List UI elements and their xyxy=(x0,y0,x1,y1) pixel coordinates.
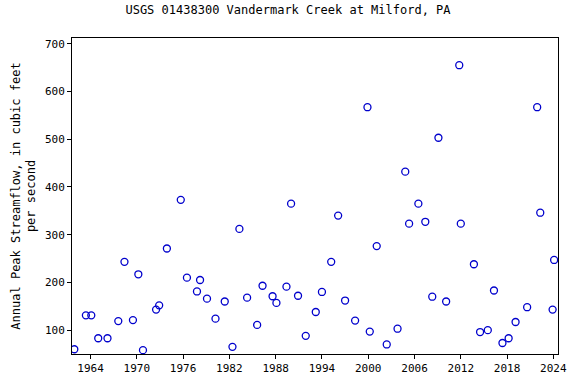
svg-text:2006: 2006 xyxy=(401,362,428,375)
svg-text:USGS 01438300 Vandermark Creek: USGS 01438300 Vandermark Creek at Milfor… xyxy=(125,3,451,17)
svg-text:200: 200 xyxy=(45,276,65,289)
svg-text:1988: 1988 xyxy=(262,362,289,375)
svg-text:400: 400 xyxy=(45,181,65,194)
svg-text:1994: 1994 xyxy=(309,362,336,375)
svg-text:1970: 1970 xyxy=(124,362,151,375)
svg-text:Annual Peak Streamflow, in cub: Annual Peak Streamflow, in cubic feetper… xyxy=(9,62,39,329)
svg-text:500: 500 xyxy=(45,133,65,146)
svg-text:2024: 2024 xyxy=(540,362,567,375)
svg-text:2012: 2012 xyxy=(448,362,475,375)
svg-text:2018: 2018 xyxy=(494,362,520,375)
svg-text:700: 700 xyxy=(45,38,65,51)
svg-text:1976: 1976 xyxy=(170,362,197,375)
svg-text:100: 100 xyxy=(45,324,65,337)
svg-text:2000: 2000 xyxy=(355,362,382,375)
svg-text:1964: 1964 xyxy=(77,362,104,375)
svg-text:1982: 1982 xyxy=(216,362,243,375)
svg-text:600: 600 xyxy=(45,85,65,98)
svg-text:300: 300 xyxy=(45,229,65,242)
